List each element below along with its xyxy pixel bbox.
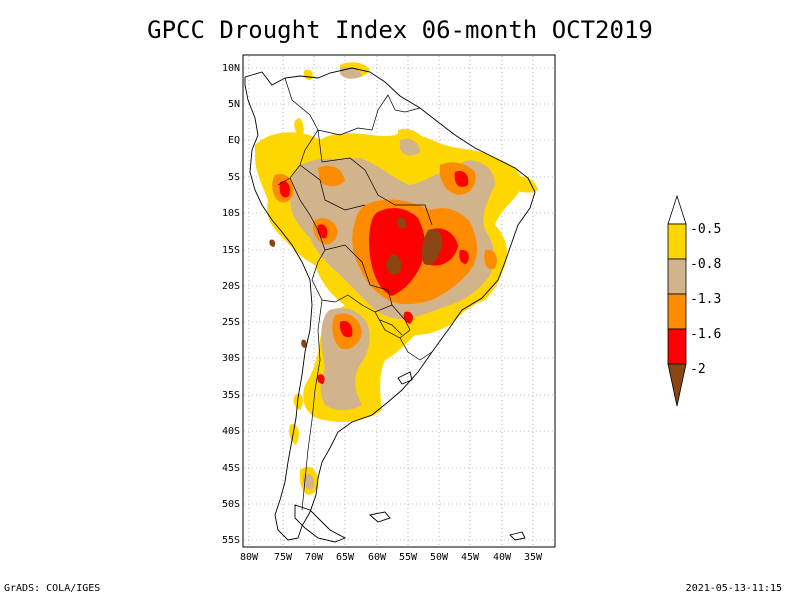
- lon-label: 35W: [523, 552, 543, 563]
- lon-label: 65W: [335, 552, 355, 563]
- lat-label: 5N: [227, 99, 240, 110]
- lat-label: 45S: [221, 463, 240, 474]
- legend-swatch-tan: [667, 258, 687, 295]
- color-legend: [667, 194, 687, 407]
- lat-label: 10N: [221, 63, 240, 74]
- lon-label: 55W: [398, 552, 418, 563]
- lat-label: 30S: [221, 353, 240, 364]
- lon-label: 70W: [304, 552, 324, 563]
- legend-label: -1.6: [690, 327, 722, 342]
- drought-exceptional-regions: [269, 217, 443, 348]
- lon-label: 60W: [367, 552, 387, 563]
- country-borders: [277, 77, 433, 511]
- legend-label: -2: [690, 362, 706, 377]
- legend-swatch-yellow: [667, 223, 687, 260]
- lat-label: 35S: [221, 390, 240, 401]
- map-title: GPCC Drought Index 06-month OCT2019: [147, 16, 653, 44]
- legend-swatch-orange: [667, 293, 687, 330]
- lat-label: EQ: [227, 135, 240, 146]
- legend-swatch-red: [667, 328, 687, 365]
- legend-label: -1.3: [690, 292, 722, 307]
- lat-label: 25S: [221, 317, 240, 328]
- lat-label: 10S: [221, 208, 240, 219]
- footer-timestamp: 2021-05-13-11:15: [685, 583, 782, 594]
- lat-label: 15S: [221, 245, 240, 256]
- lat-label: 50S: [221, 499, 240, 510]
- lat-label: 55S: [221, 535, 240, 546]
- legend-swatch-brown: [667, 363, 687, 407]
- lon-label: 80W: [239, 552, 259, 563]
- lat-label: 40S: [221, 426, 240, 437]
- lon-label: 75W: [273, 552, 293, 563]
- coastlines: [244, 67, 536, 543]
- lat-label: 5S: [227, 172, 240, 183]
- legend-swatch-white: [667, 194, 687, 225]
- legend-label: -0.5: [690, 222, 722, 237]
- lat-label: 20S: [221, 281, 240, 292]
- footer-credit: GrADS: COLA/IGES: [4, 583, 101, 594]
- lon-label: 45W: [460, 552, 480, 563]
- legend-label: -0.8: [690, 257, 722, 272]
- lon-label: 50W: [429, 552, 449, 563]
- lon-label: 40W: [492, 552, 512, 563]
